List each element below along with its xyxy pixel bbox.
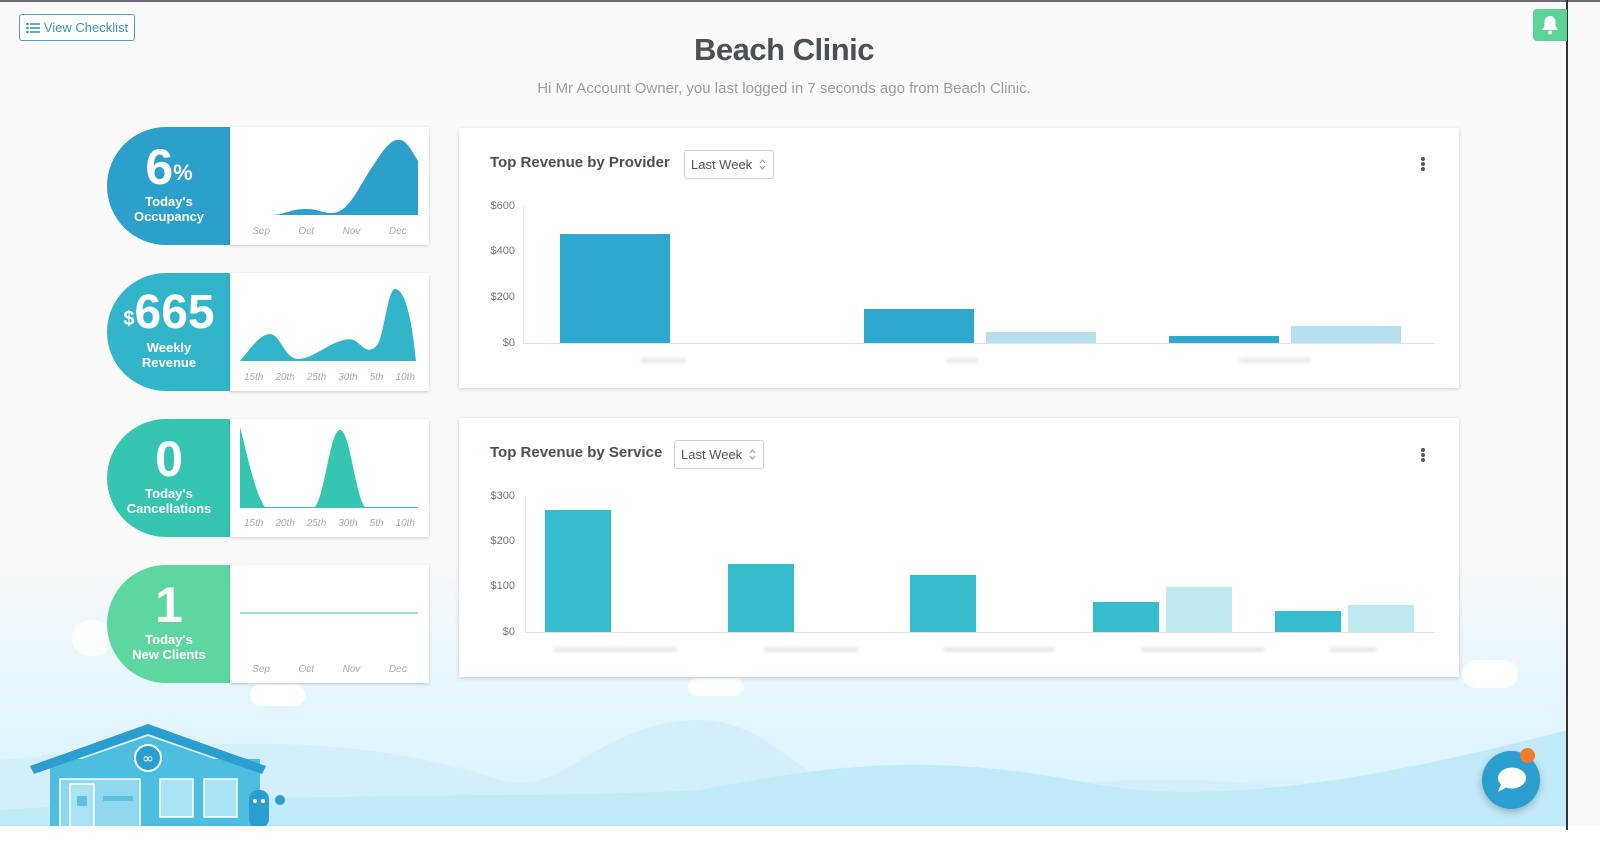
provider-x-label-blurred xyxy=(946,358,978,363)
new-clients-badge: 1 Today's New Clients xyxy=(107,565,231,683)
new-clients-value: 1 xyxy=(155,577,183,633)
provider-period-value: Last Week xyxy=(691,157,753,172)
cancellations-sparkline: 15th 20th 25th 30th 5th 10th xyxy=(230,419,429,537)
service-x-label-blurred xyxy=(943,647,1055,652)
provider-x-label-blurred xyxy=(640,358,686,363)
notifications-button[interactable] xyxy=(1533,9,1567,41)
service-x-label-blurred xyxy=(764,647,858,652)
list-icon xyxy=(26,22,40,33)
cloud-decoration xyxy=(1462,660,1518,688)
top-revenue-by-provider-panel: Top Revenue by Provider Last Week $600 $… xyxy=(459,128,1459,388)
service-x-label-blurred xyxy=(553,647,677,652)
service-menu-button[interactable] xyxy=(1419,447,1427,465)
new-clients-sparkline: Sep Oct Nov Dec xyxy=(230,565,429,683)
service-bar-previous[interactable] xyxy=(1166,587,1232,632)
occupancy-label: Today's Occupancy xyxy=(133,194,205,224)
occupancy-value: 6% xyxy=(145,139,193,195)
stat-card-occupancy[interactable]: 6% Today's Occupancy Sep Oct Nov Dec xyxy=(107,127,429,245)
provider-bar-previous[interactable] xyxy=(986,332,1096,343)
provider-panel-title: Top Revenue by Provider xyxy=(490,154,670,171)
provider-bar[interactable] xyxy=(560,234,670,343)
window-right-border xyxy=(1566,0,1568,830)
kebab-menu-icon xyxy=(1419,157,1427,171)
welcome-message: Hi Mr Account Owner, you last logged in … xyxy=(537,80,1031,97)
cancellations-badge: 0 Today's Cancellations xyxy=(107,419,231,537)
provider-period-select[interactable]: Last Week xyxy=(684,150,774,179)
service-bar[interactable] xyxy=(910,575,976,632)
provider-menu-button[interactable] xyxy=(1419,156,1427,174)
bell-icon xyxy=(1542,16,1558,35)
kebab-menu-icon xyxy=(1419,448,1427,462)
service-bar[interactable] xyxy=(545,510,611,632)
provider-bar-chart xyxy=(523,206,1435,344)
service-panel-title: Top Revenue by Service xyxy=(490,444,663,461)
bottom-border xyxy=(0,826,1600,845)
select-arrows-icon xyxy=(749,449,756,460)
page-title: Beach Clinic xyxy=(693,32,875,67)
stat-card-cancellations[interactable]: 0 Today's Cancellations 15th 20th 25th 30th 5… xyxy=(107,419,429,537)
provider-y-axis: $600 $400 $200 $0 xyxy=(490,200,515,349)
cloud-decoration xyxy=(72,620,112,656)
occupancy-badge: 6% Today's Occupancy xyxy=(107,127,231,245)
revenue-badge: $665 Weekly Revenue xyxy=(107,273,231,391)
provider-x-label-blurred xyxy=(1239,358,1311,363)
cancellations-value: 0 xyxy=(155,431,183,487)
new-clients-label: Today's New Clients xyxy=(132,632,206,662)
cancellations-label: Today's Cancellations xyxy=(126,486,212,516)
revenue-sparkline: 15th 20th 25th 30th 5th 10th xyxy=(230,273,429,391)
service-period-value: Last Week xyxy=(681,447,743,462)
service-x-label-blurred xyxy=(1141,647,1265,652)
service-period-select[interactable]: Last Week xyxy=(674,440,764,469)
provider-bar-previous[interactable] xyxy=(1291,326,1401,343)
revenue-label: Weekly Revenue xyxy=(141,340,197,370)
service-bar[interactable] xyxy=(1275,611,1341,632)
service-bar-chart xyxy=(525,496,1435,633)
view-checklist-label: View Checklist xyxy=(43,20,129,35)
cloud-decoration xyxy=(688,678,744,696)
provider-bar[interactable] xyxy=(1169,336,1279,343)
service-y-axis: $300 $200 $100 $0 xyxy=(490,490,515,638)
clinic-house-illustration: ∞ xyxy=(30,724,285,828)
provider-bar[interactable] xyxy=(864,309,974,343)
stat-card-weekly-revenue[interactable]: $665 Weekly Revenue 15th 20th 25th 30th 5th 10… xyxy=(107,273,429,391)
view-checklist-button[interactable]: View Checklist xyxy=(19,14,135,41)
service-bar[interactable] xyxy=(728,564,794,632)
revenue-value: $665 xyxy=(123,286,215,339)
svg-text:∞: ∞ xyxy=(142,751,154,767)
service-bar[interactable] xyxy=(1093,602,1159,632)
top-revenue-by-service-panel: Top Revenue by Service Last Week $300 $2… xyxy=(459,418,1459,677)
stat-card-new-clients[interactable]: 1 Today's New Clients Sep Oct Nov Dec xyxy=(107,565,429,683)
cloud-decoration xyxy=(250,684,305,706)
chat-notification-badge xyxy=(1520,748,1535,763)
chat-bubble-icon xyxy=(1498,767,1526,792)
service-bar-previous[interactable] xyxy=(1348,605,1414,632)
occupancy-sparkline: Sep Oct Nov Dec xyxy=(230,127,429,245)
window-top-border xyxy=(0,0,1600,2)
select-arrows-icon xyxy=(759,159,766,170)
service-x-label-blurred xyxy=(1329,647,1377,652)
